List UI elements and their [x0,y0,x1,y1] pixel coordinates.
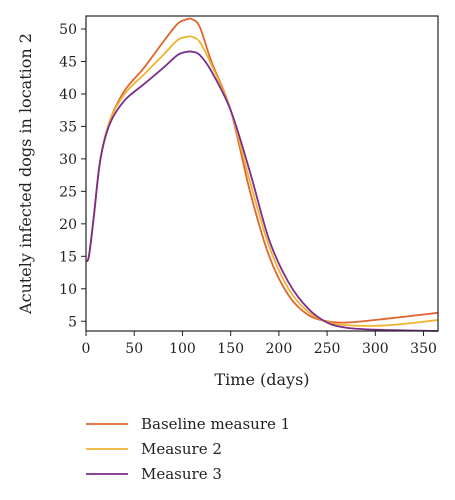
y-tick-label: 10 [59,282,77,298]
x-axis-label: Time (days) [214,370,309,389]
legend-label-2: Measure 2 [141,440,222,458]
y-axis-label: Acutely infected dogs in location 2 [16,33,35,315]
series-line-3 [85,50,439,332]
series-layer [85,17,439,332]
series-line-2 [85,35,439,327]
x-tick-label: 50 [125,341,143,357]
y-tick-label: 30 [59,152,77,168]
y-tick-label: 20 [59,217,77,233]
y-axis: 5 10 15 20 25 30 35 40 45 50 [59,22,86,330]
y-tick-label: 45 [59,54,77,70]
y-tick-label: 5 [68,314,77,330]
legend-label-1: Baseline measure 1 [141,415,290,433]
series-line-1 [85,17,439,324]
x-tick-label: 200 [266,341,293,357]
x-tick-label: 100 [169,341,196,357]
x-tick-label: 350 [410,341,437,357]
x-axis: 0 50 100 150 200 250 300 350 [82,331,437,357]
legend-label-3: Measure 3 [141,465,222,483]
y-tick-label: 25 [59,184,77,200]
y-tick-label: 40 [59,87,77,103]
x-tick-label: 0 [82,341,91,357]
x-tick-label: 300 [362,341,389,357]
legend: Baseline measure 1 Measure 2 Measure 3 [86,415,290,483]
y-tick-label: 15 [59,249,77,265]
plot-frame [85,15,439,332]
x-tick-label: 150 [217,341,244,357]
y-tick-label: 50 [59,22,77,38]
x-tick-label: 250 [314,341,341,357]
y-tick-label: 35 [59,119,77,135]
